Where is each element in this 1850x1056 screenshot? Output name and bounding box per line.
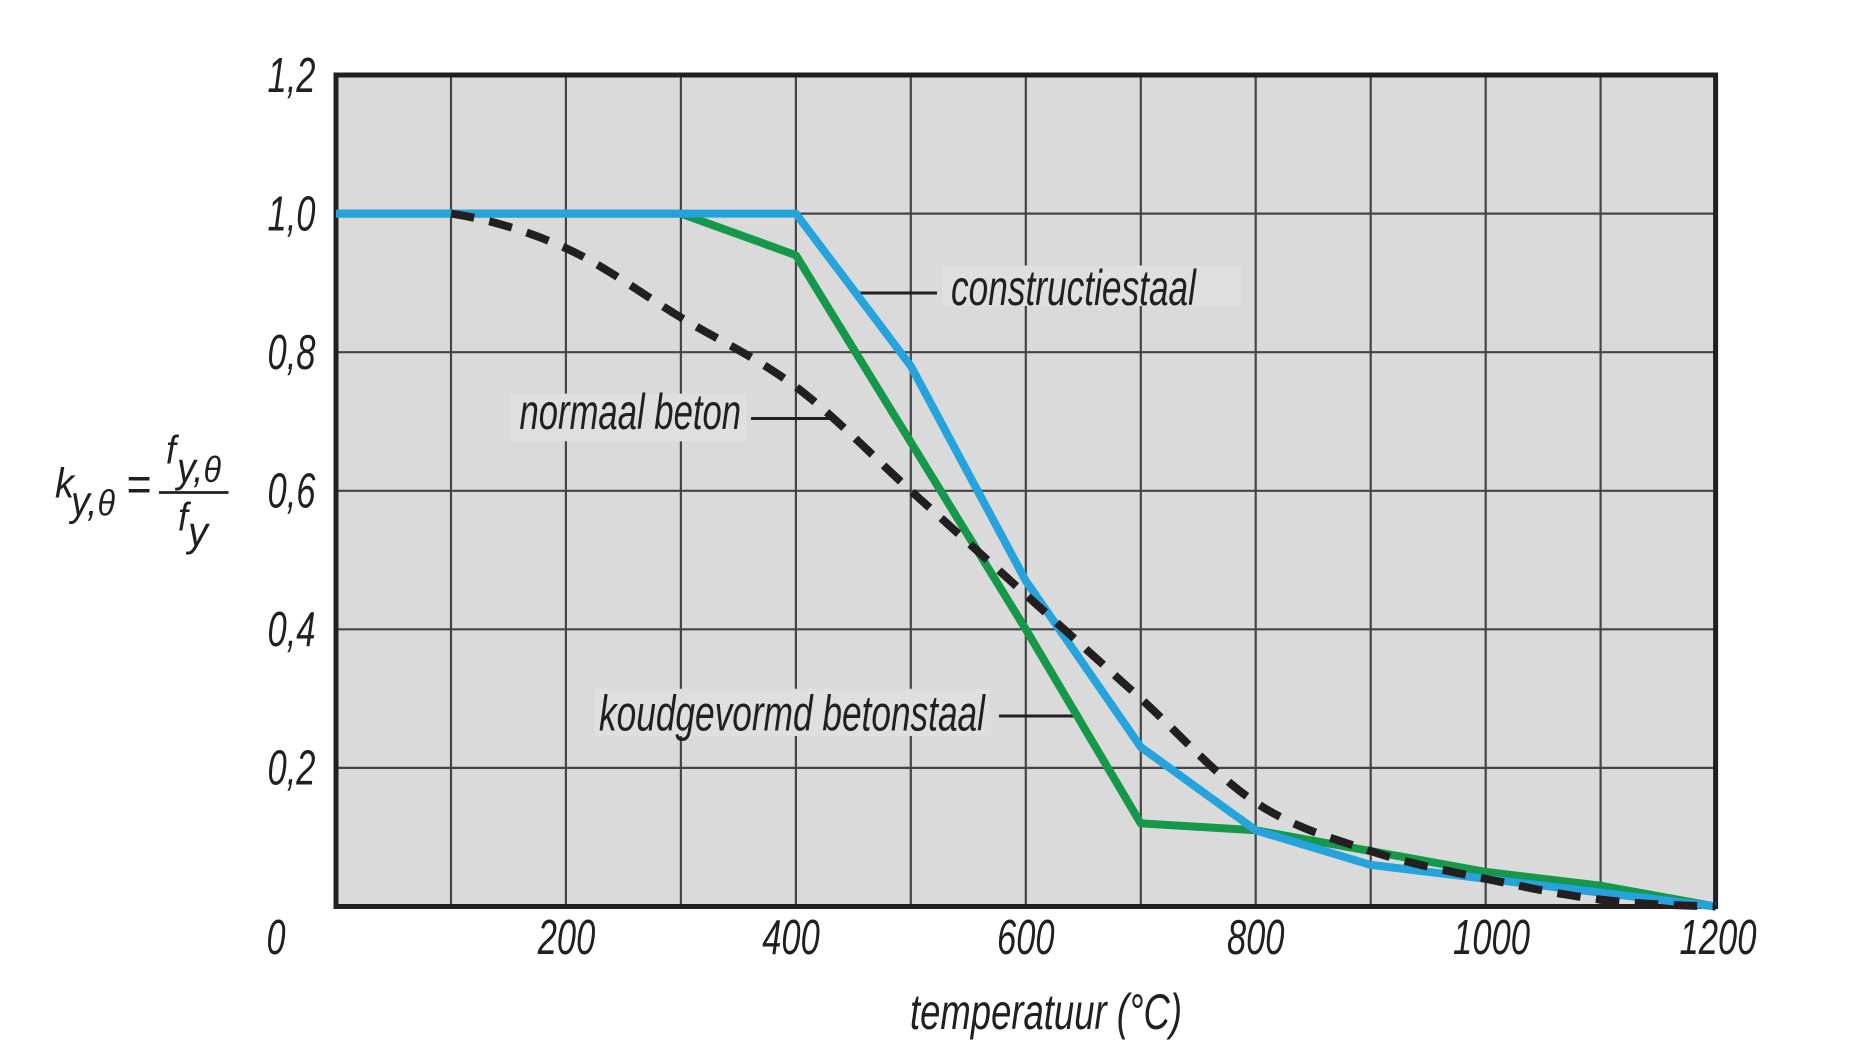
- svg-text:y: y: [185, 508, 211, 555]
- svg-text:0,4: 0,4: [268, 603, 316, 657]
- svg-text:400: 400: [762, 911, 820, 965]
- svg-text:0,2: 0,2: [268, 742, 316, 796]
- svg-text:200: 200: [537, 911, 595, 965]
- svg-text:1,2: 1,2: [268, 49, 316, 103]
- svg-text:600: 600: [997, 911, 1055, 965]
- svg-text:0: 0: [267, 911, 286, 965]
- svg-text:temperatuur (°C): temperatuur (°C): [910, 984, 1182, 1040]
- svg-text:normaal beton: normaal beton: [520, 384, 742, 440]
- svg-text:k: k: [55, 460, 76, 507]
- svg-text:1000: 1000: [1453, 911, 1530, 965]
- svg-text:=: =: [126, 459, 151, 512]
- svg-text:1200: 1200: [1680, 911, 1757, 965]
- svg-text:800: 800: [1227, 911, 1285, 965]
- svg-text:koudgevormd betonstaal: koudgevormd betonstaal: [599, 686, 986, 742]
- svg-text:y,θ: y,θ: [68, 478, 115, 525]
- svg-text:0,8: 0,8: [268, 326, 316, 380]
- svg-text:y,θ: y,θ: [174, 444, 221, 491]
- svg-text:0,6: 0,6: [268, 465, 317, 519]
- svg-text:1,0: 1,0: [268, 187, 316, 241]
- svg-text:constructiestaal: constructiestaal: [951, 260, 1197, 316]
